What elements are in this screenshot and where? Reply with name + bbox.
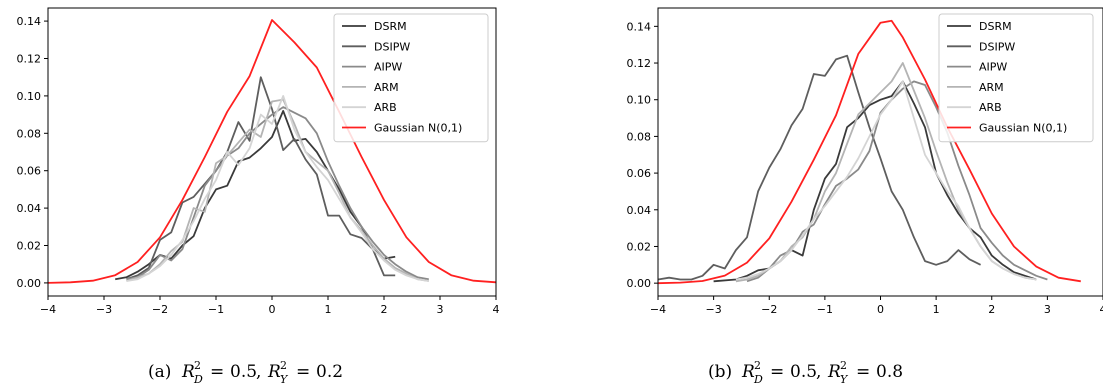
series-line-arb bbox=[126, 95, 429, 282]
x-tick-label: −3 bbox=[96, 303, 112, 316]
series-line-dsipw bbox=[126, 76, 396, 281]
legend-label: DSIPW bbox=[979, 40, 1015, 53]
series-lines bbox=[658, 19, 1081, 285]
x-tick-label: 2 bbox=[988, 303, 995, 316]
y-tick-label: 0.08 bbox=[17, 127, 42, 140]
legend-label: AIPW bbox=[979, 61, 1007, 74]
legend-label: ARB bbox=[374, 101, 397, 114]
legend-label: Gaussian N(0,1) bbox=[374, 122, 462, 135]
x-tick-label: −1 bbox=[208, 303, 224, 316]
legend-label: ARM bbox=[374, 81, 399, 94]
caption-b-y-value: 0.8 bbox=[876, 362, 903, 382]
x-tick-label: 4 bbox=[493, 303, 500, 316]
legend-label: ARM bbox=[979, 81, 1004, 94]
caption-b-tag: (b) bbox=[708, 362, 732, 382]
caption-a-ry-sup: 2 bbox=[280, 359, 287, 372]
x-tick-label: −4 bbox=[40, 303, 56, 316]
caption-a-tag: (a) bbox=[148, 362, 171, 382]
legend-label: DSRM bbox=[374, 20, 407, 33]
caption-b-eq1: = bbox=[770, 362, 784, 382]
y-tick-label: 0.10 bbox=[627, 94, 652, 107]
caption-a-rd-sub: D bbox=[193, 373, 203, 386]
caption-b-comma: , bbox=[816, 362, 821, 382]
y-tick-label: 0.12 bbox=[17, 52, 42, 65]
y-tick-label: 0.00 bbox=[627, 277, 652, 290]
y-tick-label: 0.06 bbox=[17, 165, 42, 178]
caption-a-rd-symbol: R bbox=[181, 362, 195, 382]
legend-label: DSRM bbox=[979, 20, 1012, 33]
y-tick-label: 0.14 bbox=[627, 20, 652, 33]
caption-a-d-value: 0.5 bbox=[230, 362, 257, 382]
legend-label: ARB bbox=[979, 101, 1002, 114]
legend: DSRM DSIPW AIPW ARM ARB Gaussian N(0,1) bbox=[938, 13, 1094, 143]
caption-a-ry-symbol: R bbox=[267, 362, 281, 382]
x-tick-label: −2 bbox=[152, 303, 168, 316]
x-tick-label: 3 bbox=[1044, 303, 1051, 316]
chart-panel-a: 0.00 0.02 0.04 0.06 0.08 0.10 0.12 0.14 −4 −3 −2 −1… bbox=[17, 7, 500, 316]
series-line-arb bbox=[735, 80, 1037, 281]
legend-box bbox=[938, 13, 1094, 143]
caption-a-comma: , bbox=[256, 362, 261, 382]
x-tick-label: 1 bbox=[933, 303, 940, 316]
series-line-gaussian-n-0-1 bbox=[48, 19, 496, 284]
caption-b-rd-sub: D bbox=[753, 373, 763, 386]
x-tick-label: −2 bbox=[761, 303, 777, 316]
caption-a-ry-sub: Y bbox=[280, 373, 289, 386]
caption-b-ry-sub: Y bbox=[840, 373, 849, 386]
caption-a-rd-sup: 2 bbox=[194, 359, 201, 372]
legend-label: AIPW bbox=[374, 61, 402, 74]
chart-panel-b: 0.00 0.02 0.04 0.06 0.08 0.10 0.12 0.14 −4 −3 −2 −1… bbox=[627, 7, 1103, 316]
caption-b-rd-symbol: R bbox=[741, 362, 755, 382]
x-tick-label: 4 bbox=[1100, 303, 1103, 316]
y-tick-label: 0.08 bbox=[627, 130, 652, 143]
series-line-dsipw bbox=[658, 54, 981, 281]
x-tick-label: 3 bbox=[437, 303, 444, 316]
y-tick-label: 0.02 bbox=[17, 240, 42, 253]
y-tick-label: 0.14 bbox=[17, 15, 42, 28]
caption-b-d-value: 0.5 bbox=[790, 362, 817, 382]
x-tick-label: −3 bbox=[706, 303, 722, 316]
caption-a-y-value: 0.2 bbox=[316, 362, 343, 382]
x-tick-label: 1 bbox=[325, 303, 332, 316]
caption-b: (b) R 2 D = 0.5 , R 2 Y = 0.8 bbox=[708, 359, 903, 386]
caption-a-eq2: = bbox=[296, 362, 310, 382]
y-tick-label: 0.06 bbox=[627, 167, 652, 180]
caption-b-ry-sup: 2 bbox=[840, 359, 847, 372]
y-tick-label: 0.10 bbox=[17, 90, 42, 103]
legend: DSRM DSIPW AIPW ARM ARB Gaussian N(0,1) bbox=[333, 13, 489, 143]
series-lines bbox=[48, 19, 496, 284]
y-tick-label: 0.00 bbox=[17, 277, 42, 290]
caption-b-rd-sup: 2 bbox=[754, 359, 761, 372]
legend-label: DSIPW bbox=[374, 40, 410, 53]
x-tick-label: −1 bbox=[817, 303, 833, 316]
caption-b-eq2: = bbox=[856, 362, 870, 382]
y-tick-label: 0.04 bbox=[17, 202, 42, 215]
x-tick-label: 2 bbox=[381, 303, 388, 316]
x-tick-label: 0 bbox=[877, 303, 884, 316]
x-tick-label: 0 bbox=[269, 303, 276, 316]
x-tick-label: −4 bbox=[650, 303, 666, 316]
caption-b-ry-symbol: R bbox=[827, 362, 841, 382]
caption-a-eq1: = bbox=[210, 362, 224, 382]
y-tick-label: 0.12 bbox=[627, 57, 652, 70]
y-tick-label: 0.02 bbox=[627, 240, 652, 253]
y-tick-label: 0.04 bbox=[627, 204, 652, 217]
legend-label: Gaussian N(0,1) bbox=[979, 122, 1067, 135]
caption-a: (a) R 2 D = 0.5 , R 2 Y = 0.2 bbox=[148, 359, 343, 386]
series-line-gaussian-n-0-1 bbox=[658, 19, 1081, 285]
legend-box bbox=[333, 13, 489, 143]
